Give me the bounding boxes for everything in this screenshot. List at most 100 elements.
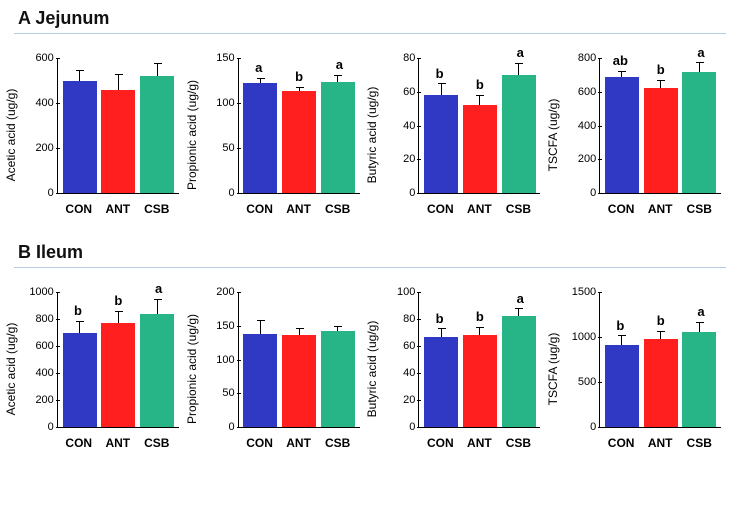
x-tick: CON [423,436,457,450]
bar-chart: Propionic acid (ug/g)050100150abaCONANTC… [194,40,366,230]
x-tick: CON [604,436,638,450]
y-tick: 20 [403,153,415,165]
y-tick: 0 [48,421,54,433]
bar-chart: Propionic acid (ug/g)050100150200CONANTC… [194,274,366,464]
y-axis-label: Propionic acid (ug/g) [185,80,199,190]
bar-group [101,292,135,427]
significance-label: a [508,291,532,306]
y-tick: 0 [48,187,54,199]
x-tick: ANT [101,202,135,216]
significance-label: b [428,311,452,326]
bar [282,335,316,427]
y-tick: 600 [578,86,596,98]
x-tick: CSB [140,436,174,450]
error-bar [479,95,480,105]
bar [644,339,678,427]
bar [243,334,277,427]
x-ticks: CONANTCSB [599,202,721,216]
bar-group [282,292,316,427]
error-bar [337,326,338,331]
x-tick: CON [242,202,276,216]
y-tick: 1000 [29,286,53,298]
bar [140,314,174,427]
significance-label: b [649,313,673,328]
plot-area: 020406080100bba [418,292,540,428]
y-tick: 200 [35,142,53,154]
x-tick: CON [62,436,96,450]
bar [101,90,135,194]
significance-label: b [66,303,90,318]
y-tick: 50 [222,387,234,399]
significance-label: b [428,66,452,81]
bar [243,83,277,193]
x-ticks: CONANTCSB [418,202,540,216]
x-tick: ANT [282,436,316,450]
y-axis-label: TSCFA (ug/g) [546,333,560,406]
y-tick: 100 [216,354,234,366]
error-bar [660,331,661,339]
significance-label: b [106,293,130,308]
y-tick: 400 [35,97,53,109]
significance-label: b [468,77,492,92]
figure: { "colors": { "CON": "#2f39c4", "ANT": "… [0,0,740,527]
bar [502,316,536,427]
bar-group [101,58,135,193]
bars [239,292,360,427]
bar-group [502,292,536,427]
plot-area: 0200400600800abba [599,58,721,194]
bar [463,105,497,193]
x-tick: CON [423,202,457,216]
significance-label: a [327,57,351,72]
error-bar [621,335,622,345]
bar-group [321,58,355,193]
bar-group [243,58,277,193]
y-tick: 500 [578,376,596,388]
plot-area: 050100150aba [238,58,360,194]
bar [63,81,97,194]
y-tick: 100 [216,97,234,109]
plot-area: 02004006008001000bba [57,292,179,428]
significance-label: b [649,62,673,77]
x-tick: CSB [140,202,174,216]
section-rule [14,267,726,268]
y-tick: 200 [35,394,53,406]
y-tick: 800 [35,313,53,325]
y-axis-label: Butyric acid (ug/g) [365,87,379,184]
y-tick: 600 [35,52,53,64]
bar [502,75,536,193]
error-bar [621,71,622,78]
bars [58,58,179,193]
y-tick: 600 [35,340,53,352]
significance-label: b [287,69,311,84]
x-tick: ANT [643,202,677,216]
x-tick: CSB [501,202,535,216]
y-tick: 200 [578,153,596,165]
significance-label: a [689,45,713,60]
bar-chart: Butyric acid (ug/g)020406080100bbaCONANT… [374,274,546,464]
y-tick: 150 [216,320,234,332]
bar-chart: Butyric acid (ug/g)020406080bbaCONANTCSB [374,40,546,230]
bar [605,345,639,427]
chart-row: Acetic acid (ug/g)02004006008001000bbaCO… [0,274,740,468]
y-tick: 80 [403,52,415,64]
bar [101,323,135,427]
x-tick: CSB [321,202,355,216]
y-tick: 400 [578,120,596,132]
bar-group [63,58,97,193]
significance-label: a [508,45,532,60]
y-axis-label: TSCFA (ug/g) [546,99,560,172]
y-tick: 100 [397,286,415,298]
y-tick: 60 [403,340,415,352]
plot-area: 020406080bba [418,58,540,194]
y-tick: 80 [403,313,415,325]
y-tick: 400 [35,367,53,379]
error-bar [157,63,158,77]
significance-label: a [147,281,171,296]
significance-label: a [247,60,271,75]
y-tick: 0 [590,421,596,433]
bar [682,332,716,427]
plot-area: 050010001500bba [599,292,721,428]
x-ticks: CONANTCSB [238,202,360,216]
x-tick: CSB [321,436,355,450]
y-axis-label: Acetic acid (ug/g) [4,89,18,182]
